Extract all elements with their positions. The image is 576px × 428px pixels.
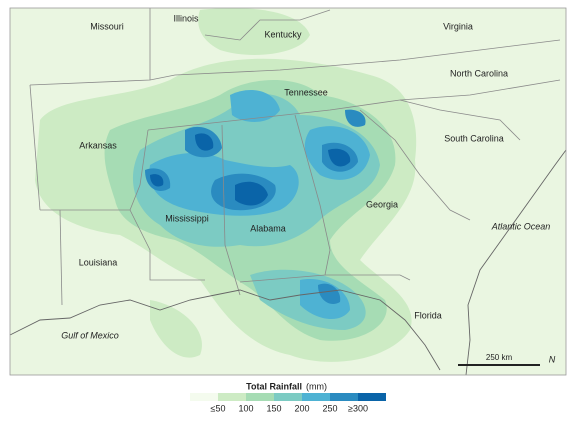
legend-swatch	[330, 393, 358, 401]
map-border	[9, 7, 567, 376]
legend-swatch	[218, 393, 246, 401]
legend-label: 150	[266, 403, 281, 413]
water-label: Gulf of Mexico	[61, 330, 119, 340]
water-label: Atlantic Ocean	[491, 221, 551, 231]
state-borders	[29, 8, 561, 306]
state-label: Virginia	[443, 21, 473, 31]
state-label: Arkansas	[79, 140, 117, 150]
legend-title: Total Rainfall	[246, 381, 302, 391]
north-arrow: N	[549, 354, 556, 364]
scale-bar: 250 km N	[458, 353, 556, 366]
legend-swatch	[190, 393, 218, 401]
state-label: North Carolina	[450, 68, 508, 78]
legend-swatch	[302, 393, 330, 401]
legend-label: 250	[322, 403, 337, 413]
state-label: Tennessee	[284, 87, 328, 97]
state-label: Kentucky	[264, 29, 302, 39]
state-label: Georgia	[366, 199, 398, 209]
legend-swatch	[358, 393, 386, 401]
coastline	[9, 149, 567, 376]
rainfall-area	[230, 90, 280, 122]
legend-label: 100	[238, 403, 253, 413]
scale-label: 250 km	[486, 353, 513, 362]
state-label: Mississippi	[165, 213, 209, 223]
rainfall-area	[150, 300, 202, 358]
rainfall-area	[195, 133, 214, 151]
rainfall-area	[328, 148, 351, 167]
rainfall-area	[150, 174, 164, 187]
state-label: Alabama	[250, 223, 286, 233]
state-label: Florida	[414, 310, 442, 320]
legend-label: ≤50	[211, 403, 226, 413]
state-label: South Carolina	[444, 133, 504, 143]
rainfall-area	[318, 283, 341, 305]
legend-label: 200	[294, 403, 309, 413]
rainfall-area	[235, 181, 268, 206]
state-label: Missouri	[90, 21, 124, 31]
legend-swatch	[246, 393, 274, 401]
legend-label: ≥300	[348, 403, 368, 413]
legend-unit: (mm)	[306, 381, 327, 391]
state-label: Louisiana	[79, 257, 118, 267]
state-label: Illinois	[173, 13, 199, 23]
rainfall-area	[345, 109, 366, 127]
legend: Total Rainfall (mm) ≤50 100 150 200 250 ≥300	[190, 381, 386, 413]
place-labels: Missouri Illinois Kentucky Virginia Tenn…	[61, 13, 550, 340]
legend-swatch	[274, 393, 302, 401]
